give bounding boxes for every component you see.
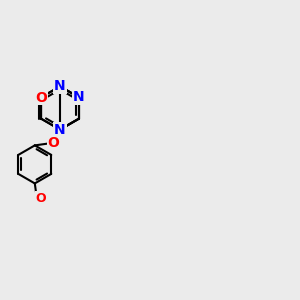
Text: N: N — [54, 80, 66, 93]
Text: N: N — [54, 123, 66, 136]
Text: N: N — [73, 90, 85, 104]
Text: O: O — [47, 136, 59, 150]
Text: O: O — [35, 91, 47, 105]
Text: O: O — [35, 192, 46, 205]
